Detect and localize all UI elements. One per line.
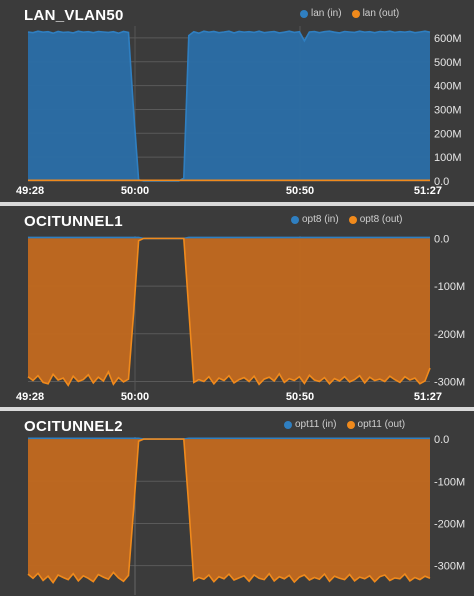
series-out-line bbox=[27, 438, 431, 584]
series-out-line bbox=[27, 237, 431, 387]
legend-item-in[interactable]: opt8 (in) bbox=[291, 214, 339, 225]
y-tick-label: 200M bbox=[434, 128, 462, 140]
y-tick-label: 0.0 bbox=[434, 434, 449, 446]
legend-item-out[interactable]: opt11 (out) bbox=[346, 419, 406, 430]
x-tick-label: 51:27 bbox=[414, 391, 442, 403]
x-tick-label: 49:28 bbox=[16, 185, 44, 197]
y-tick-label: 400M bbox=[434, 81, 462, 93]
chart-ocitunnel2: 0.0 -100M -200M -300M bbox=[27, 434, 465, 595]
panel-ocitunnel2: 0.0 -100M -200M -300M OCITUNNEL2 opt11 (in)… bbox=[0, 411, 474, 596]
panel-divider bbox=[0, 407, 474, 411]
y-tick-label: -100M bbox=[434, 281, 465, 293]
legend-label-in: lan (in) bbox=[311, 8, 342, 19]
chart-lan-vlan50: 0.0 100M 200M 300M 400M 500M 600M 49:28 50:00 50:… bbox=[16, 26, 462, 197]
y-tick-label: -200M bbox=[434, 329, 465, 341]
y-tick-label: 300M bbox=[434, 104, 462, 116]
x-tick-label: 51:27 bbox=[414, 185, 442, 197]
series-in-line bbox=[28, 437, 430, 440]
y-tick-label: -300M bbox=[434, 376, 465, 388]
y-tick-label: 0.0 bbox=[434, 233, 449, 245]
x-tick-label: 50:00 bbox=[121, 391, 149, 403]
y-tick-label: 500M bbox=[434, 57, 462, 69]
y-tick-label: -200M bbox=[434, 518, 465, 530]
y-tick-label: -300M bbox=[434, 561, 465, 573]
y-tick-label: -100M bbox=[434, 476, 465, 488]
x-tick-label: 50:00 bbox=[121, 185, 149, 197]
panel-lan-vlan50: 0.0 100M 200M 300M 400M 500M 600M 49:28 50:00 50:… bbox=[0, 0, 474, 202]
legend-dot-out bbox=[348, 215, 357, 224]
legend-dot-in bbox=[300, 9, 308, 18]
legend-label-out: opt8 (out) bbox=[359, 214, 403, 225]
y-tick-label: 600M bbox=[434, 33, 462, 45]
panel-divider bbox=[0, 202, 474, 206]
legend-item-out[interactable]: lan (out) bbox=[351, 8, 400, 19]
legend-label-in: opt11 (in) bbox=[295, 419, 337, 430]
series-out-area bbox=[28, 439, 430, 583]
panel-title: LAN_VLAN50 bbox=[24, 7, 124, 24]
series-in-area bbox=[28, 31, 430, 182]
panel-ocitunnel1: 0.0 -100M -200M -300M 49:28 50:00 50:50 51:27 O… bbox=[0, 206, 474, 407]
legend-item-in[interactable]: opt11 (in) bbox=[284, 419, 337, 430]
legend-label-out: opt11 (out) bbox=[357, 419, 406, 430]
panel-title: OCITUNNEL1 bbox=[24, 213, 123, 230]
x-tick-label: 50:50 bbox=[286, 185, 314, 197]
legend-item-in[interactable]: lan (in) bbox=[300, 8, 342, 19]
series-in-line bbox=[28, 236, 430, 240]
y-tick-label: 0.0 bbox=[434, 176, 449, 188]
legend-dot-out bbox=[351, 9, 360, 18]
legend[interactable]: opt8 (in) opt8 (out) bbox=[291, 214, 403, 225]
legend-dot-in bbox=[291, 215, 299, 224]
legend-label-in: opt8 (in) bbox=[302, 214, 339, 225]
legend-dot-in bbox=[284, 420, 292, 429]
y-tick-label: 100M bbox=[434, 152, 462, 164]
legend[interactable]: lan (in) lan (out) bbox=[300, 8, 399, 19]
x-tick-label: 49:28 bbox=[16, 391, 44, 403]
x-tick-label: 50:50 bbox=[286, 391, 314, 403]
legend-item-out[interactable]: opt8 (out) bbox=[348, 214, 403, 225]
series-in-line bbox=[27, 30, 431, 182]
legend-dot-out bbox=[346, 420, 355, 429]
legend[interactable]: opt11 (in) opt11 (out) bbox=[284, 419, 405, 430]
legend-label-out: lan (out) bbox=[362, 8, 400, 19]
panel-title: OCITUNNEL2 bbox=[24, 418, 123, 435]
series-out-area bbox=[28, 238, 430, 386]
chart-ocitunnel1: 0.0 -100M -200M -300M 49:28 50:00 50:50 51:27 bbox=[16, 233, 465, 403]
